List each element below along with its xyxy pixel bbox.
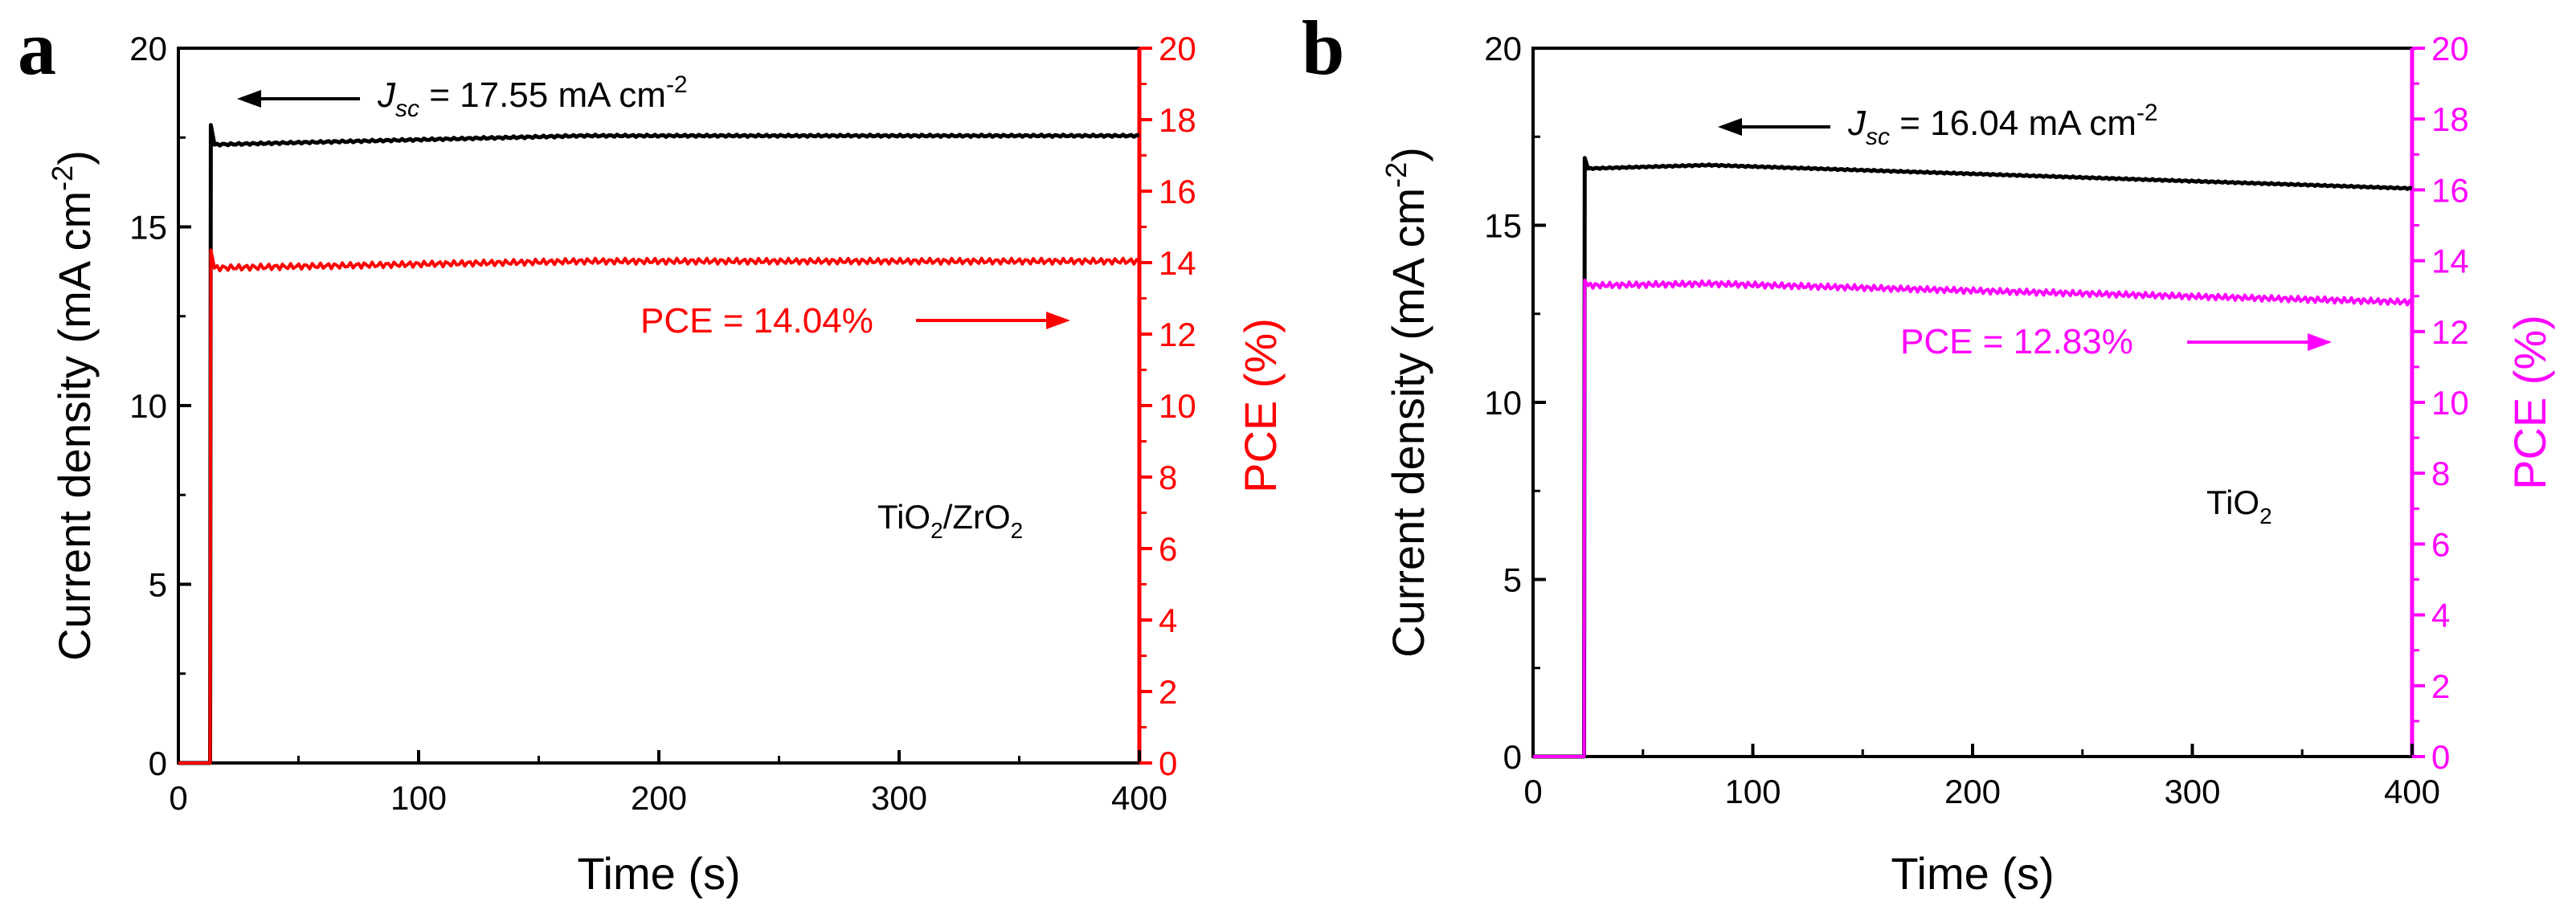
y-right-tick-label: 20 (1159, 30, 1196, 67)
sample-label: TiO2/ZrO2 (877, 498, 1023, 543)
pce-arrowhead (1046, 312, 1070, 329)
jsc-subscript: sc (395, 96, 419, 122)
y-right-tick-label: 18 (2431, 100, 2469, 138)
y-left-tick-label: 10 (1484, 384, 1522, 422)
y-right-tick-label: 6 (1159, 530, 1177, 568)
y-right-tick-label: 2 (1159, 673, 1177, 711)
panel-b-chart: b 0 100 200 300 400 0 5 10 15 20 0 2 4 6 8 10 12 14 16 18… (1302, 5, 2555, 899)
y-left-tick-label: 15 (129, 209, 167, 247)
pce-arrowhead (2308, 333, 2332, 351)
y-right-tick-label: 0 (2431, 738, 2450, 776)
x-axis-label: Time (s) (577, 848, 740, 899)
sample-label: TiO2 (2206, 483, 2272, 528)
panel-label: a (18, 5, 56, 91)
jsc-value: = 17.55 mA cm (419, 75, 666, 115)
y-right-tick-label: 12 (1159, 316, 1196, 353)
x-tick-label: 200 (631, 779, 687, 817)
pce-annotation: PCE = 12.83% (1900, 322, 2133, 361)
y-right-tick-label: 20 (2431, 30, 2469, 67)
y-label-sup: -2 (46, 165, 79, 191)
plot-frame (177, 47, 1141, 765)
y-axis-label-left: Current density (mA cm-2) (1380, 147, 1433, 658)
y-label-close: ) (49, 150, 100, 165)
x-tick-label: 0 (169, 779, 187, 817)
x-axis-label: Time (s) (1891, 848, 2054, 899)
y-left-ticks: 0 5 10 15 20 (129, 30, 191, 782)
jsc-annotation: Jsc = 16.04 mA cm-2 (1847, 100, 2158, 150)
x-tick-label: 200 (1944, 773, 2001, 810)
y-left-tick-label: 20 (1484, 30, 1522, 67)
jsc-symbol: J (1847, 104, 1867, 143)
jsc-unit-sup: -2 (666, 71, 688, 98)
y-right-tick-label: 16 (2431, 171, 2469, 209)
sample-label-sub: 2 (1011, 518, 1024, 543)
y-left-tick-label: 15 (1484, 207, 1522, 245)
y-label-sup: -2 (1380, 162, 1413, 188)
y-right-tick-label: 16 (1159, 173, 1196, 210)
x-tick-label: 0 (1523, 773, 1542, 810)
x-tick-label: 100 (390, 779, 447, 817)
y-right-tick-label: 12 (2431, 313, 2469, 351)
y-axis-label-left: Current density (mA cm-2) (46, 150, 100, 661)
y-axis-label-right: PCE (%) (2504, 315, 2555, 490)
x-ticks: 0 100 200 300 400 (169, 750, 1167, 817)
x-tick-label: 300 (871, 779, 927, 817)
y-right-tick-label: 14 (2431, 243, 2469, 280)
jsc-symbol: J (377, 75, 396, 115)
y-left-tick-label: 5 (149, 566, 167, 604)
x-tick-label: 400 (2384, 773, 2440, 810)
y-left-ticks: 0 5 10 15 20 (1484, 30, 1546, 776)
y-label-main: Current density (mA cm (1383, 188, 1433, 658)
series-layer (1533, 156, 2413, 759)
y-left-tick-label: 0 (1503, 738, 1522, 776)
x-tick-label: 300 (2164, 773, 2220, 810)
series-line-pce (1533, 278, 2413, 758)
sample-label-part: TiO (2206, 483, 2259, 521)
y-label-main: Current density (mA cm (49, 191, 100, 661)
y-right-tick-label: 2 (2431, 667, 2450, 705)
y-right-tick-label: 4 (2431, 597, 2450, 634)
pce-annotation: PCE = 14.04% (640, 301, 873, 341)
y-left-tick-label: 5 (1503, 561, 1522, 599)
series-line-pce (178, 248, 1140, 765)
series-layer (178, 123, 1140, 765)
x-tick-label: 100 (1724, 773, 1781, 810)
y-right-tick-label: 8 (1159, 459, 1177, 496)
jsc-value: = 16.04 mA cm (1890, 104, 2136, 143)
y-label-close: ) (1383, 147, 1433, 162)
y-right-tick-label: 4 (1159, 602, 1177, 639)
y-axis-label-right: PCE (%) (1235, 318, 1286, 493)
panel-label: b (1302, 5, 1344, 91)
sample-label-part: TiO (877, 498, 930, 536)
jsc-arrowhead (1718, 118, 1742, 136)
y-right-tick-label: 10 (1159, 387, 1196, 425)
y-right-tick-label: 18 (1159, 101, 1196, 139)
sample-label-sub: 2 (2259, 504, 2272, 528)
series-line-jsc (178, 123, 1140, 765)
y-right-ticks: 0 2 4 6 8 10 12 14 16 18 20 (1139, 30, 1196, 782)
y-left-tick-label: 20 (129, 30, 167, 67)
series-line-jsc (1533, 156, 2413, 759)
y-left-tick-label: 0 (149, 745, 167, 782)
y-right-tick-label: 14 (1159, 244, 1196, 282)
plot-frame (1531, 47, 2414, 758)
y-left-tick-label: 10 (129, 387, 167, 425)
jsc-arrowhead (237, 90, 261, 108)
y-right-tick-label: 10 (2431, 384, 2469, 422)
y-right-tick-label: 0 (1159, 745, 1177, 782)
x-ticks: 0 100 200 300 400 (1523, 744, 2440, 810)
y-right-ticks: 0 2 4 6 8 10 12 14 16 18 20 (2412, 30, 2469, 776)
panel-a-chart: a 0 100 200 300 400 0 5 10 15 20 0 2 4 6 8 10 12 14 16 18… (18, 5, 1286, 899)
jsc-subscript: sc (1866, 124, 1890, 150)
jsc-annotation: Jsc = 17.55 mA cm-2 (377, 71, 688, 122)
jsc-unit-sup: -2 (2136, 100, 2158, 126)
y-right-tick-label: 6 (2431, 525, 2450, 563)
sample-label-sub: 2 (930, 518, 943, 543)
y-right-tick-label: 8 (2431, 455, 2450, 492)
x-tick-label: 400 (1111, 779, 1167, 817)
sample-label-part: /ZrO (943, 498, 1011, 536)
